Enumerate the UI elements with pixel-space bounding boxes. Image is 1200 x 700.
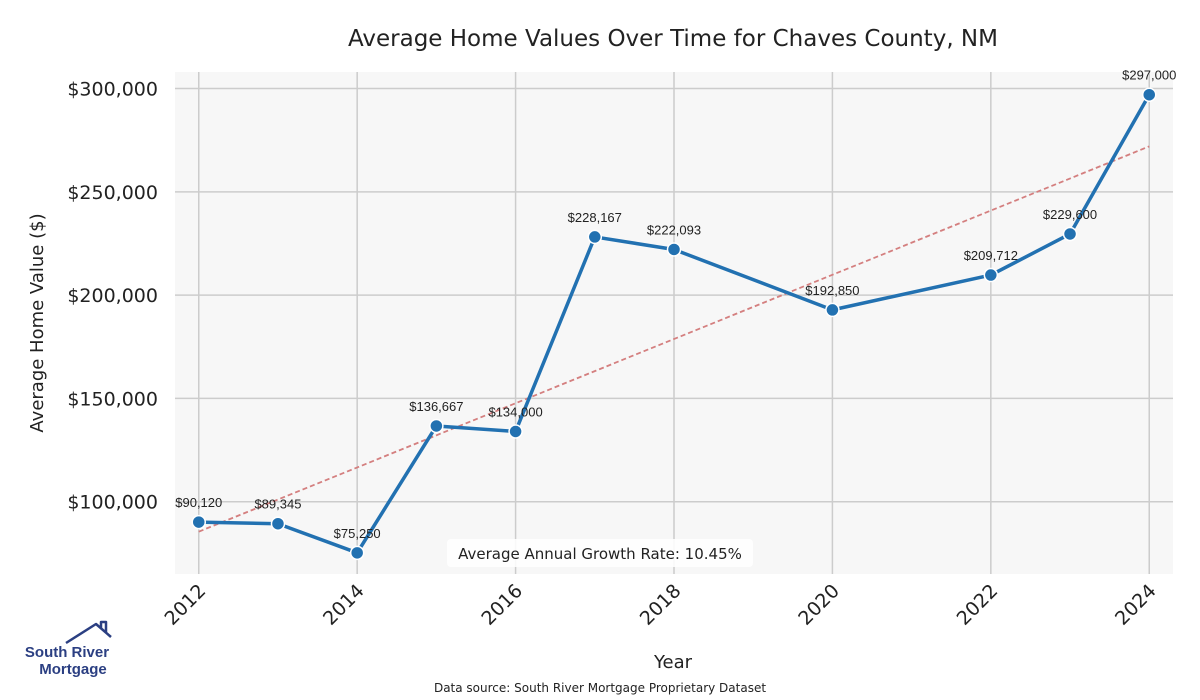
growth-annotation: Average Annual Growth Rate: 10.45% xyxy=(447,539,753,567)
trend-line xyxy=(198,145,1150,533)
annotation-box xyxy=(447,539,753,567)
data-label-2016: $134,000 xyxy=(488,404,542,419)
data-label-2018: $222,093 xyxy=(647,222,701,237)
data-label-2012: $90,120 xyxy=(175,495,222,510)
x-axis-label: Year xyxy=(653,652,693,673)
y-tick-label: $250,000 xyxy=(67,182,158,204)
grid xyxy=(175,72,1173,574)
data-label-2022: $209,712 xyxy=(964,248,1018,263)
data-label-2014: $75,250 xyxy=(334,526,381,541)
data-point-2015 xyxy=(429,418,444,434)
y-axis-label: Average Home Value ($) xyxy=(27,213,48,432)
data-point-2012 xyxy=(191,514,207,530)
data-point-2017 xyxy=(587,229,603,245)
data-point-2023 xyxy=(1062,226,1078,242)
data-label-2023: $229,600 xyxy=(1043,207,1097,222)
data-point-2024 xyxy=(1141,87,1157,102)
x-tick-label: 2014 xyxy=(319,580,369,630)
source-note: Data source: South River Mortgage Propri… xyxy=(434,681,766,695)
chart-title: Average Home Values Over Time for Chaves… xyxy=(348,26,998,52)
x-tick-label: 2022 xyxy=(953,580,1003,630)
data-label-2020: $192,850 xyxy=(805,283,859,298)
house-roof-icon xyxy=(65,620,112,645)
x-axis-ticks: 2012 2014 2016 2018 2020 2022 2024 xyxy=(161,580,1161,630)
data-point-2020 xyxy=(825,302,840,318)
y-tick-label: $150,000 xyxy=(67,388,158,410)
y-axis-ticks: $100,000 $150,000 $200,000 $250,000 $300,000 xyxy=(67,79,158,514)
data-point-2018 xyxy=(666,242,682,257)
x-tick-label: 2012 xyxy=(161,580,211,630)
y-tick-label: $300,000 xyxy=(67,79,158,101)
x-tick-label: 2018 xyxy=(636,580,686,630)
y-tick-label: $200,000 xyxy=(67,285,158,307)
annotation-text: Average Annual Growth Rate: 10.45% xyxy=(458,545,742,563)
data-point-2014 xyxy=(349,545,365,561)
logo-line2: Mortgage xyxy=(39,661,107,678)
x-tick-label: 2024 xyxy=(1111,580,1161,630)
data-label-2015: $136,667 xyxy=(409,399,463,414)
data-point-2016 xyxy=(508,424,523,439)
data-label-2017: $228,167 xyxy=(568,210,622,225)
data-point-2022 xyxy=(983,267,999,283)
logo-line1: South River xyxy=(25,644,109,661)
data-label-2024: $297,000 xyxy=(1122,68,1176,83)
y-tick-label: $100,000 xyxy=(67,492,158,514)
data-label-2013: $89,345 xyxy=(254,497,301,512)
data-point-2013 xyxy=(270,516,286,531)
data-points xyxy=(191,87,1157,561)
data-labels: $90,120 $89,345 $75,250 $136,667 $134,000 $22… xyxy=(175,68,1176,541)
x-tick-label: 2016 xyxy=(477,580,527,630)
x-tick-label: 2020 xyxy=(794,580,844,630)
logo: South River Mortgage xyxy=(25,620,112,678)
